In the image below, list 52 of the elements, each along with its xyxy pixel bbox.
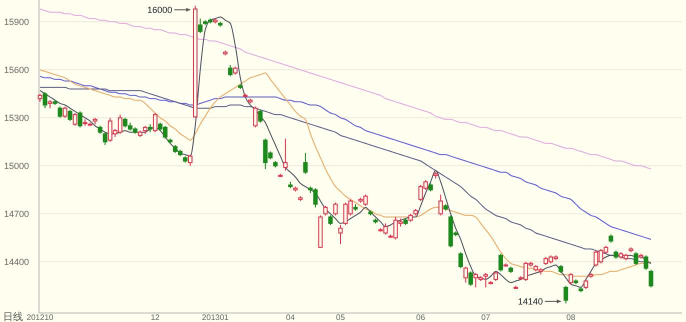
candlestick (303, 152, 308, 174)
candlestick (188, 154, 192, 166)
candlestick (228, 64, 233, 77)
candlestick (458, 252, 463, 269)
x-tick-label: 07 (481, 313, 491, 322)
candlestick (68, 109, 72, 122)
x-tick-label: 06 (416, 313, 426, 322)
candlestick (568, 272, 574, 285)
candlestick (493, 270, 498, 282)
candlestick (323, 205, 328, 216)
x-tick-label: 201301 (202, 313, 230, 322)
line-series (40, 8, 652, 170)
line-series (40, 76, 652, 240)
candlestick (283, 138, 288, 172)
candlestick (58, 106, 62, 118)
x-tick-label: 201210 (26, 313, 54, 322)
y-tick-label: 15000 (4, 160, 30, 171)
candlestick (483, 272, 488, 288)
candlestick (102, 132, 108, 146)
candlestick (498, 253, 504, 272)
y-tick-label: 14400 (4, 256, 30, 267)
candlestick (198, 18, 203, 34)
annotation: 16000 (147, 4, 172, 15)
y-tick-label: 15900 (4, 16, 30, 27)
x-axis-title: 日线 (3, 311, 23, 322)
candlestick (72, 112, 78, 126)
x-tick-label: 04 (286, 313, 296, 322)
candlestick (328, 214, 333, 226)
candlestick (584, 278, 588, 290)
candlestick (253, 106, 258, 128)
candlestick (338, 224, 343, 245)
x-tick-label: 08 (566, 313, 576, 322)
y-tick-label: 15300 (4, 112, 30, 123)
candlestick (152, 112, 158, 133)
candlestick (78, 110, 82, 128)
candlestick (468, 270, 473, 286)
annotation: 14140 (518, 296, 543, 306)
candlestick (644, 254, 648, 270)
candlestick (438, 194, 443, 216)
candlestick (62, 106, 68, 118)
line-series (40, 16, 652, 288)
candlestick (42, 92, 48, 109)
candlestick (648, 269, 654, 288)
y-tick-label: 15600 (4, 64, 30, 75)
candlestick (634, 252, 638, 266)
y-tick-label: 14700 (4, 208, 30, 219)
x-tick-label: 05 (336, 313, 346, 322)
candlestick (463, 266, 468, 284)
candlestick (258, 109, 263, 124)
candlestick (333, 202, 338, 216)
x-tick-label: 12 (150, 313, 160, 322)
candlestick (564, 285, 568, 304)
